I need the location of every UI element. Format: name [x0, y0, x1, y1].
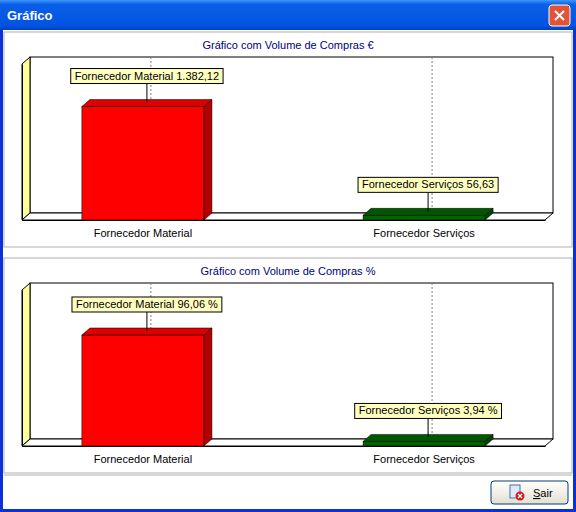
bar-front — [82, 335, 204, 446]
data-label-text: Fornecedor Material 96,06 % — [76, 298, 218, 310]
y-axis — [22, 65, 23, 221]
chart-title: Gráfico com Volume de Compras € — [202, 39, 373, 51]
bar-front — [82, 107, 204, 220]
data-label-category: Fornecedor Serviços — [359, 404, 461, 416]
window-body — [3, 30, 573, 509]
data-label-category: Fornecedor Serviços — [362, 178, 464, 190]
exit-icon-x[interactable] — [518, 494, 522, 498]
data-label-value: 96,06 % — [177, 298, 218, 310]
chart-panel — [4, 258, 572, 473]
data-label-value: 56,63 — [467, 178, 495, 190]
bar-side — [485, 208, 493, 220]
data-label-text: Fornecedor Material 1.382,12 — [75, 70, 219, 82]
chart-panel — [4, 32, 572, 247]
x-axis-line — [23, 446, 546, 447]
exit-button-face[interactable] — [491, 481, 568, 504]
bars — [82, 328, 493, 446]
window-title: Gráfico — [7, 8, 53, 23]
bar-front — [363, 215, 485, 220]
close-icon[interactable] — [555, 11, 564, 20]
bar-front — [363, 441, 485, 446]
exit-button[interactable]: Sair — [491, 481, 568, 504]
x-tick-label: Fornecedor Material — [94, 453, 192, 465]
y-axis-line — [22, 65, 23, 221]
x-tick: Fornecedor Material — [94, 220, 192, 239]
chart-title: Gráfico com Volume de Compras % — [201, 265, 376, 277]
data-label-box — [358, 177, 498, 192]
data-label-value: 1.382,12 — [176, 70, 219, 82]
data-label: Fornecedor Material 96,06 % — [72, 297, 222, 331]
data-label-connector — [146, 312, 147, 331]
x-axis: Fornecedor Material Fornecedor Serviços — [23, 446, 546, 465]
data-label-connector — [428, 418, 429, 437]
y-axis — [22, 291, 23, 447]
left-wall — [22, 283, 30, 446]
chart: Gráfico com Volume de Compras % Fornecedo… — [4, 258, 572, 473]
bar — [82, 100, 212, 220]
data-label-box — [355, 403, 502, 418]
bar-side — [485, 434, 493, 446]
data-label-text: Fornecedor Serviços 3,94 % — [359, 404, 498, 416]
x-tick-label: Fornecedor Serviços — [373, 453, 475, 465]
bars — [82, 100, 493, 220]
left-wall — [22, 57, 30, 220]
window-frame — [0, 0, 576, 512]
data-label: Fornecedor Serviços 3,94 % — [355, 403, 502, 437]
exit-button-label[interactable]: Sair — [533, 487, 553, 499]
x-tick: Fornecedor Serviços — [373, 446, 475, 465]
x-tick: Fornecedor Serviços — [373, 220, 475, 239]
data-label: Fornecedor Material 1.382,12 — [71, 69, 223, 103]
window: Gráfico Gráfico com Volume de Compras € Fo… — [0, 0, 576, 512]
x-axis-line — [23, 220, 546, 221]
x-axis: Fornecedor Material Fornecedor Serviços — [23, 220, 546, 239]
chart: Gráfico com Volume de Compras € Fornecedo… — [4, 32, 572, 247]
data-label: Fornecedor Serviços 56,63 — [358, 177, 498, 211]
data-label-category: Fornecedor Material — [75, 70, 173, 82]
x-tick-label: Fornecedor Material — [94, 227, 192, 239]
close-button[interactable] — [549, 5, 570, 26]
bar-side — [204, 328, 212, 446]
bar — [82, 328, 212, 446]
title-bar — [0, 0, 576, 30]
separator — [4, 475, 572, 476]
data-label-category: Fornecedor Material — [76, 298, 174, 310]
exit-icon-badge[interactable] — [516, 492, 525, 501]
data-label-box — [71, 69, 223, 84]
close-button-face[interactable] — [549, 5, 570, 26]
data-label-connector — [146, 84, 147, 103]
data-label-text: Fornecedor Serviços 56,63 — [362, 178, 494, 190]
data-label-value: 3,94 % — [463, 404, 497, 416]
bar-side — [204, 100, 212, 220]
data-label-connector — [428, 192, 429, 211]
y-axis-line — [22, 291, 23, 447]
x-tick-label: Fornecedor Serviços — [373, 227, 475, 239]
data-label-box — [72, 297, 222, 312]
x-tick: Fornecedor Material — [94, 446, 192, 465]
